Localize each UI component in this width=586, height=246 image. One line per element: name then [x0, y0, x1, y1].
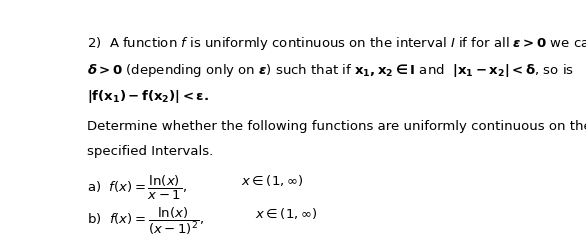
- Text: $\boldsymbol{\delta > 0}$ (depending only on $\boldsymbol{\epsilon}$) such that : $\boldsymbol{\delta > 0}$ (depending onl…: [87, 62, 574, 79]
- Text: $\mathbf{|f(x_1) - f(x_2)| < \epsilon.}$: $\mathbf{|f(x_1) - f(x_2)| < \epsilon.}$: [87, 88, 209, 105]
- Text: a)  $f(x) = \dfrac{\ln(x)}{x-1},$: a) $f(x) = \dfrac{\ln(x)}{x-1},$: [87, 173, 187, 202]
- Text: specified Intervals.: specified Intervals.: [87, 145, 213, 158]
- Text: Determine whether the following functions are uniformly continuous on the: Determine whether the following function…: [87, 121, 586, 133]
- Text: $x \in (1, \infty)$: $x \in (1, \infty)$: [255, 206, 317, 221]
- Text: b)  $f(x) = \dfrac{\ln(x)}{(x-1)^2},$: b) $f(x) = \dfrac{\ln(x)}{(x-1)^2},$: [87, 206, 204, 237]
- Text: $x \in (1, \infty)$: $x \in (1, \infty)$: [241, 173, 304, 188]
- Text: 2)  A function $\mathbf{\mathit{f}}$ is uniformly continuous on the interval $\m: 2) A function $\mathbf{\mathit{f}}$ is u…: [87, 35, 586, 52]
